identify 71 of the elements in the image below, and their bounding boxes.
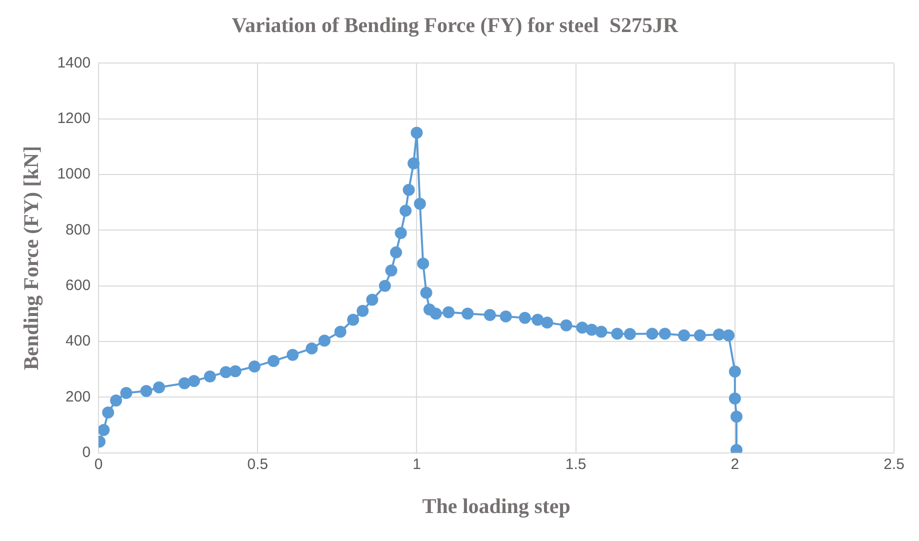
x-tick-label: 0.5: [247, 456, 268, 473]
x-axis-title: The loading step: [422, 494, 570, 518]
point: [220, 366, 232, 378]
point: [462, 308, 474, 320]
point: [229, 365, 242, 378]
point: [347, 314, 360, 326]
point: [646, 328, 658, 340]
point: [722, 329, 735, 342]
point: [306, 342, 318, 354]
x-tick-label: 0: [94, 456, 103, 473]
point: [318, 334, 330, 347]
point: [408, 157, 420, 170]
x-tick-label: 2.5: [884, 456, 904, 473]
point: [385, 264, 398, 277]
point: [595, 326, 608, 338]
point: [366, 294, 378, 306]
point: [694, 329, 706, 342]
point: [442, 306, 455, 318]
point: [417, 258, 430, 270]
point: [518, 312, 531, 324]
point: [378, 280, 391, 292]
point: [560, 319, 572, 332]
point: [390, 246, 402, 258]
point: [356, 304, 369, 317]
point: [611, 328, 624, 340]
point: [532, 314, 544, 326]
point: [500, 310, 512, 322]
point: [678, 329, 690, 342]
point: [120, 386, 132, 399]
point: [286, 348, 299, 361]
point: [541, 316, 554, 329]
point: [140, 385, 152, 398]
point: [268, 354, 280, 367]
point: [713, 328, 726, 341]
point: [414, 198, 426, 210]
point: [576, 322, 588, 334]
point: [658, 328, 671, 340]
y-tick-label: 0: [82, 444, 91, 461]
y-tick-label: 400: [66, 332, 91, 350]
point: [410, 126, 423, 139]
point: [730, 410, 743, 423]
point: [484, 309, 496, 322]
point: [204, 370, 216, 383]
point: [430, 308, 442, 320]
point: [402, 184, 415, 196]
point: [102, 406, 114, 418]
y-tick-label: 1400: [57, 54, 91, 72]
y-axis-title: Bending Force (FY) [kN]: [19, 146, 44, 370]
point: [153, 381, 166, 394]
point: [728, 366, 741, 378]
point: [420, 286, 432, 299]
point: [110, 394, 122, 406]
y-tick-label: 200: [66, 388, 91, 406]
point: [624, 328, 636, 340]
x-tick-label: 2: [730, 456, 740, 473]
chart-title: Variation of Bending Force (FY) for steel S275JR: [232, 13, 680, 38]
x-tick-label: 1.5: [565, 456, 586, 473]
point: [178, 377, 190, 390]
y-tick-label: 1000: [57, 166, 91, 183]
y-tick-label: 1200: [57, 110, 91, 127]
y-tick-label: 800: [66, 221, 91, 238]
point: [188, 375, 200, 388]
point: [400, 204, 412, 217]
x-tick-label: 1: [412, 456, 421, 473]
point: [98, 424, 110, 436]
y-tick-label: 600: [66, 276, 91, 294]
point: [728, 392, 741, 405]
point: [248, 360, 260, 373]
point: [334, 326, 346, 338]
point: [394, 226, 407, 239]
point: [586, 324, 598, 336]
